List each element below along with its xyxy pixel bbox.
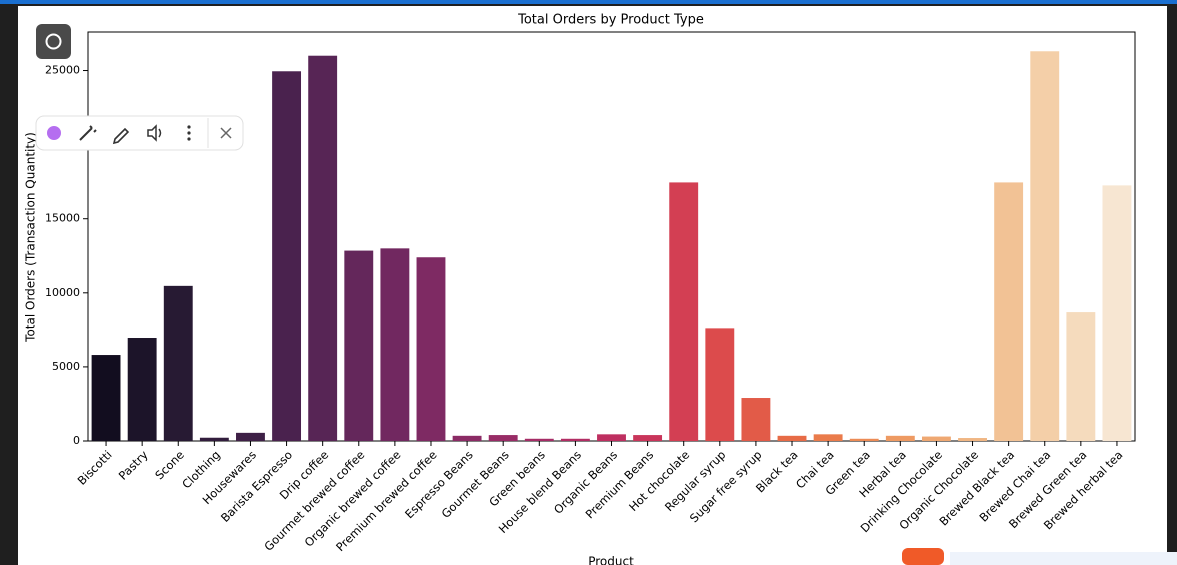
bar: [705, 328, 735, 441]
overlay-ui: [35, 24, 1177, 565]
bar: [380, 248, 410, 441]
bar: [597, 434, 626, 441]
top-bar: [0, 0, 1177, 4]
close-tool[interactable]: [220, 127, 232, 139]
bar: [1030, 51, 1060, 441]
bar: [272, 71, 302, 441]
x-axis-label: Product: [588, 555, 634, 565]
bar: [633, 435, 663, 441]
bar: [813, 434, 843, 441]
more-tool[interactable]: [187, 125, 191, 141]
speaker-tool[interactable]: [147, 124, 162, 142]
y-tick-label: 25000: [45, 64, 80, 77]
bar: [127, 338, 157, 441]
y-tick-label: 15000: [45, 212, 80, 225]
ai-button[interactable]: [36, 24, 71, 59]
bar: [669, 182, 699, 441]
bar: [994, 182, 1024, 441]
bar: [344, 250, 374, 441]
bar: [885, 435, 915, 441]
bar: [849, 438, 879, 441]
bar: [452, 435, 482, 441]
bar: [1066, 312, 1096, 441]
bar: [308, 55, 338, 441]
bar: [958, 438, 987, 441]
chart-panel: [18, 6, 1167, 565]
y-tick-label: 0: [73, 434, 80, 447]
pen-tool[interactable]: [112, 127, 130, 145]
y-axis-label: Total Orders (Transaction Quantity): [24, 132, 38, 343]
bar: [524, 438, 554, 441]
bar: [199, 437, 229, 441]
bar: [91, 355, 121, 441]
bar: [488, 435, 518, 441]
y-tick-label: 5000: [52, 360, 80, 373]
brain-icon: [45, 33, 62, 50]
taskbar-icon[interactable]: [902, 548, 944, 565]
bar: [741, 398, 771, 441]
brain-tool[interactable]: [47, 126, 61, 140]
toolbar: [35, 115, 244, 151]
magic-tool[interactable]: [79, 125, 97, 141]
bar: [777, 435, 807, 441]
bar: [921, 436, 951, 441]
y-tick-label: 10000: [45, 286, 80, 299]
bar: [416, 257, 446, 441]
taskbar: [950, 552, 1177, 565]
bar: [560, 438, 590, 441]
bar: [163, 285, 193, 441]
bar: [236, 432, 265, 441]
chart-title: Total Orders by Product Type: [517, 13, 704, 28]
bar: [1102, 185, 1132, 441]
